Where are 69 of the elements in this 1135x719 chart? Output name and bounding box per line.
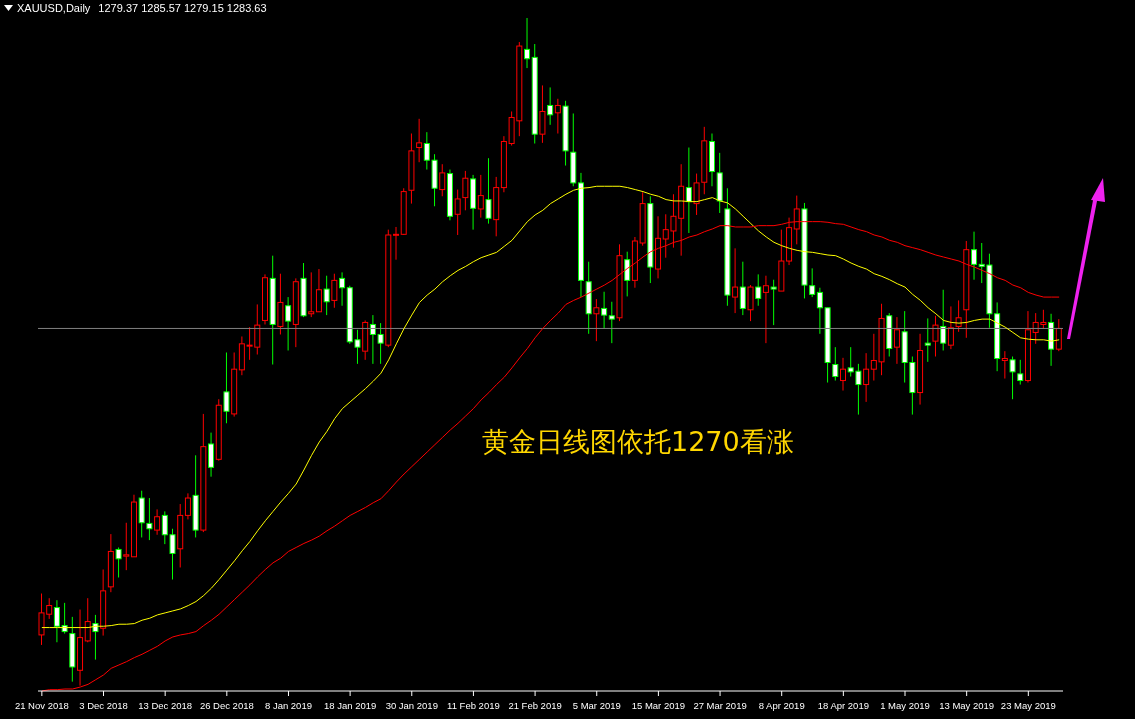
candlestick xyxy=(477,174,484,219)
candlestick xyxy=(747,284,754,322)
candlestick xyxy=(947,305,954,350)
candlestick xyxy=(308,271,315,318)
candlestick xyxy=(146,497,153,541)
candlestick xyxy=(285,296,292,351)
candlestick xyxy=(331,273,338,309)
candlestick xyxy=(608,301,615,344)
candlestick xyxy=(762,275,769,344)
candlestick xyxy=(393,226,400,261)
candlestick xyxy=(554,98,561,134)
candlestick xyxy=(940,289,947,351)
x-tick-label: 8 Jan 2019 xyxy=(264,700,312,711)
candlestick xyxy=(932,315,939,357)
candlestick xyxy=(524,17,531,69)
candlestick xyxy=(832,346,839,382)
candlestick xyxy=(601,291,608,329)
candlestick xyxy=(739,261,746,316)
candlestick xyxy=(485,157,492,225)
candlestick xyxy=(439,163,446,197)
candlestick xyxy=(1055,318,1062,352)
candlestick xyxy=(624,251,631,297)
chart-subtitle: 1279.37 1285.57 1279.15 1283.63 xyxy=(98,2,267,14)
x-tick-label: 8 Apr 2019 xyxy=(758,700,805,711)
x-tick-label: 18 Jan 2019 xyxy=(323,700,377,711)
candlestick xyxy=(92,614,99,661)
candlestick xyxy=(1009,356,1016,400)
x-tick-label: 5 Mar 2019 xyxy=(572,700,621,711)
candlestick xyxy=(208,432,215,478)
candlestick xyxy=(893,316,900,365)
x-tick-label: 13 Dec 2018 xyxy=(138,700,193,711)
candlestick xyxy=(339,271,346,307)
candlestick xyxy=(454,189,461,236)
candlestick xyxy=(115,546,122,578)
x-tick-label: 27 Mar 2019 xyxy=(693,700,747,711)
x-tick-label: 3 Dec 2018 xyxy=(79,700,128,711)
candlestick xyxy=(863,352,870,403)
candlestick xyxy=(685,147,692,234)
x-tick-label: 13 May 2019 xyxy=(939,700,995,711)
candlestick xyxy=(755,273,762,307)
x-tick-label: 11 Feb 2019 xyxy=(447,700,500,711)
x-tick-label: 30 Jan 2019 xyxy=(385,700,438,711)
candlestick xyxy=(154,508,161,536)
candlestick xyxy=(971,231,978,281)
candlestick xyxy=(123,522,130,571)
candlestick xyxy=(323,275,330,316)
candlestick xyxy=(223,352,230,424)
candlestick xyxy=(184,492,191,520)
candlestick xyxy=(770,279,777,326)
candlestick xyxy=(1017,359,1024,386)
x-tick-label: 21 Feb 2019 xyxy=(508,700,562,711)
annotation: 黄金日线图依托1270看涨 xyxy=(482,425,794,459)
x-tick-label: 23 May 2019 xyxy=(1000,700,1056,711)
candlestick xyxy=(840,357,846,392)
candlestick xyxy=(924,317,931,363)
x-tick-label: 26 Dec 2018 xyxy=(199,700,254,711)
candlestick xyxy=(315,268,322,313)
x-tick-label: 1 May 2019 xyxy=(880,700,930,711)
candlestick xyxy=(462,170,469,211)
candlestick xyxy=(416,118,423,163)
candlestick xyxy=(539,84,546,144)
candlestick xyxy=(732,247,739,314)
x-tick-label: 18 Apr 2019 xyxy=(817,700,869,711)
x-tick-label: 21 Nov 2018 xyxy=(14,700,69,711)
candlestick xyxy=(1001,350,1008,380)
chart-title: XAUUSD,Daily xyxy=(17,2,91,14)
candlestick xyxy=(547,86,554,126)
x-tick-label: 15 Mar 2019 xyxy=(631,700,686,711)
candlestick xyxy=(593,298,600,342)
